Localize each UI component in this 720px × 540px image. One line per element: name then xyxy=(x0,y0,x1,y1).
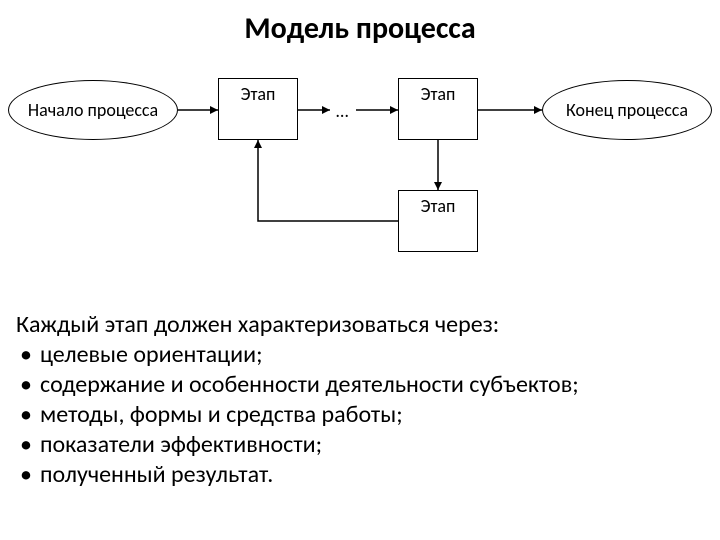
node-ellipsis: … xyxy=(336,100,348,122)
body-text: Каждый этап должен характеризоваться чер… xyxy=(16,310,706,490)
node-stage1: Этап xyxy=(218,78,298,140)
bullet-list: целевые ориентации; содержание и особенн… xyxy=(16,340,706,490)
list-item: полученный результат. xyxy=(16,460,706,490)
slide-title: Модель процесса xyxy=(0,10,720,47)
list-item: содержание и особенности деятельности су… xyxy=(16,370,706,400)
node-start: Начало процесса xyxy=(8,80,178,140)
node-stage2-label: Этап xyxy=(421,83,456,105)
node-stage2: Этап xyxy=(398,78,478,140)
paragraph-intro: Каждый этап должен характеризоваться чер… xyxy=(16,310,706,340)
node-start-label: Начало процесса xyxy=(28,99,158,121)
list-item: показатели эффективности; xyxy=(16,430,706,460)
edge-stage3-stage1 xyxy=(258,140,398,221)
node-stage3: Этап xyxy=(398,190,478,252)
list-item: методы, формы и средства работы; xyxy=(16,400,706,430)
node-end-label: Конец процесса xyxy=(566,99,688,121)
list-item: целевые ориентации; xyxy=(16,340,706,370)
node-stage1-label: Этап xyxy=(241,83,276,105)
node-stage3-label: Этап xyxy=(421,195,456,217)
node-end: Конец процесса xyxy=(542,80,712,140)
